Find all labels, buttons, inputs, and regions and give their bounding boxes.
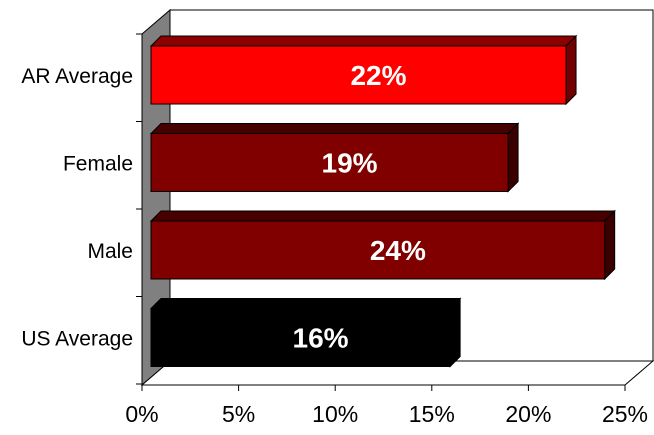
bar-top-face: [149, 298, 462, 309]
bar-female: [149, 122, 520, 193]
category-label: AR Average: [21, 65, 133, 88]
bar-side-face: [507, 122, 519, 193]
chart-bars: [149, 34, 616, 368]
chart-labels: 22% AR Average 19% Female 24% Male 16% US Avera…: [21, 60, 426, 354]
bar-us-average: [149, 297, 462, 368]
bar-data-label: 24%: [370, 235, 426, 266]
bar-side-face: [565, 34, 577, 106]
x-tick-label: 15%: [409, 401, 455, 427]
bar-front-face: [150, 45, 567, 105]
bar-top-face: [149, 123, 520, 134]
bar-data-label: 19%: [322, 148, 378, 179]
chart-axes: 0% 5% 10% 15% 20% 25%: [125, 33, 648, 427]
bar-front-face: [150, 308, 451, 367]
x-tick-label: 20%: [505, 401, 551, 427]
category-label: US Average: [21, 328, 133, 351]
bar-front-face: [150, 220, 606, 280]
x-tick-label: 25%: [602, 401, 648, 427]
category-label: Female: [63, 153, 133, 176]
bar-top-face: [149, 35, 578, 47]
bar-ar-average: [149, 34, 578, 106]
bar-front-face: [150, 133, 509, 192]
x-tick-label: 0%: [125, 401, 158, 427]
x-tick-label: 5%: [222, 401, 255, 427]
bar-data-label: 16%: [293, 323, 349, 354]
bar-data-label: 22%: [350, 60, 406, 91]
x-tick-label: 10%: [312, 401, 358, 427]
bar-side-face: [449, 297, 461, 368]
category-label: Male: [87, 240, 133, 263]
bar-male: [149, 209, 616, 281]
bar-top-face: [149, 210, 616, 222]
bar-side-face: [604, 209, 616, 281]
